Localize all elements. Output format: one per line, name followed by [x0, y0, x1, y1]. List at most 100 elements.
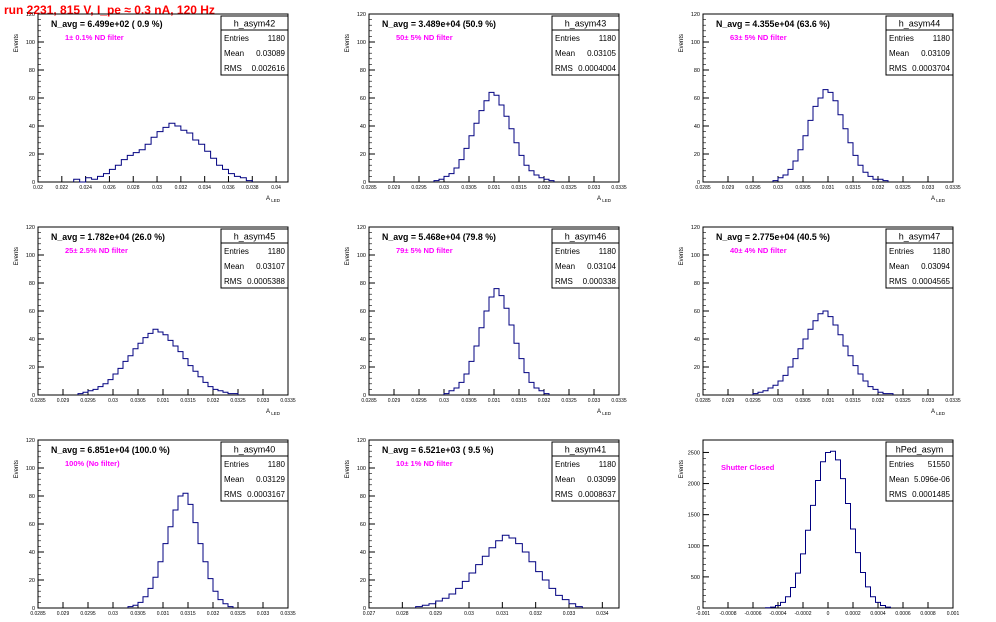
- x-tick-label: 0.033: [257, 611, 270, 617]
- stats-value: 0.03094: [921, 262, 950, 271]
- x-tick-label: 0.031: [488, 398, 501, 404]
- y-tick-label: 60: [29, 96, 35, 102]
- stats-key: RMS: [889, 490, 907, 499]
- hist-name: h_asym43: [565, 19, 607, 29]
- y-tick-label: 80: [694, 68, 700, 74]
- stats-value: 0.0004565: [912, 277, 950, 286]
- y-tick-label: 40: [360, 550, 366, 556]
- x-tick-label: 0.0305: [461, 398, 477, 404]
- hist-name: hPed_asym: [896, 445, 944, 455]
- x-tick-label: -0.001: [696, 611, 710, 617]
- x-tick-label: 0.0325: [561, 398, 577, 404]
- panel-h-asym43: 0 20 40 60 80 100 120 0.0285 0.029 0.0295 0.03 0.03…: [345, 12, 627, 203]
- hist-name: h_asym46: [565, 232, 607, 242]
- x-tick-label: 0.0295: [745, 185, 761, 191]
- x-tick-label: 0.029: [57, 611, 70, 617]
- stats-value: 1180: [599, 34, 617, 43]
- x-axis-label: A LED: [931, 196, 946, 203]
- y-tick-label: 60: [29, 522, 35, 528]
- y-tick-label: 0: [32, 393, 35, 399]
- x-tick-label: 0.029: [722, 398, 735, 404]
- histogram-line: [443, 288, 550, 395]
- y-tick-label: 120: [26, 438, 35, 444]
- y-tick-label: 80: [29, 68, 35, 74]
- x-tick-label: 0.033: [257, 398, 270, 404]
- y-tick-label: 40: [360, 337, 366, 343]
- x-tick-label: 0.033: [588, 398, 601, 404]
- histogram-line: [77, 328, 239, 395]
- stats-value: 0.000338: [583, 277, 617, 286]
- stats-key: Entries: [555, 460, 580, 469]
- x-tick-label: 0.027: [363, 611, 376, 617]
- stats-box: [551, 29, 620, 76]
- navg-label: N_avg = 5.468e+04 (79.8 %): [382, 232, 496, 242]
- x-tick-label: 0.03: [108, 398, 118, 404]
- stats-value: 0.0005388: [247, 277, 285, 286]
- stats-key: Mean: [889, 475, 909, 484]
- y-tick-label: 0: [363, 393, 366, 399]
- y-tick-label: 100: [26, 40, 35, 46]
- stats-key: Mean: [224, 262, 244, 271]
- y-tick-label: 120: [357, 225, 366, 231]
- x-tick-label: 0.03: [439, 398, 449, 404]
- x-tick-label: 0.031: [157, 611, 170, 617]
- x-tick-label: 0.0315: [845, 398, 861, 404]
- x-axis-label: A LED: [597, 196, 612, 203]
- x-tick-label: 0.0008: [920, 611, 936, 617]
- x-tick-label: -0.0006: [745, 611, 762, 617]
- y-tick-label: 20: [360, 578, 366, 584]
- x-tick-label: 0.0325: [561, 185, 577, 191]
- x-tick-label: -0.0002: [795, 611, 812, 617]
- x-tick-label: 0.0285: [361, 185, 377, 191]
- y-tick-label: 20: [360, 152, 366, 158]
- hist-name: h_asym44: [899, 19, 941, 29]
- y-tick-label: 100: [26, 466, 35, 472]
- stats-box: [885, 29, 954, 76]
- x-tick-label: 0.0335: [945, 185, 961, 191]
- x-tick-label: 0.0335: [280, 398, 296, 404]
- stats-key: RMS: [224, 277, 242, 286]
- stats-value: 0.0003167: [247, 490, 285, 499]
- y-axis-label: Events: [14, 460, 20, 478]
- x-tick-label: 0.02: [33, 185, 43, 191]
- stats-key: Entries: [889, 460, 914, 469]
- navg-label: N_avg = 6.851e+04 (100.0 %): [51, 445, 170, 455]
- x-tick-label: 0.032: [175, 185, 188, 191]
- stats-value: 1180: [268, 460, 286, 469]
- x-tick-label: 0.036: [222, 185, 235, 191]
- x-tick-label: 0.031: [157, 398, 170, 404]
- x-tick-label: -0.0008: [720, 611, 737, 617]
- x-tick-label: 0.032: [538, 185, 551, 191]
- y-tick-label: 40: [694, 337, 700, 343]
- stats-value: 1180: [268, 247, 286, 256]
- panel-hPed-asym: 0 500 1000 1500 2000 2500 -0.001 -0.0008 -0.0006…: [679, 439, 960, 617]
- stats-value: 0.03109: [921, 49, 950, 58]
- y-axis-label: Events: [345, 247, 351, 265]
- y-tick-label: 100: [691, 253, 700, 259]
- stats-key: Mean: [555, 475, 575, 484]
- stats-value: 5.096e-06: [914, 475, 951, 484]
- x-tick-label: 0.0295: [411, 185, 427, 191]
- x-tick-label: 0.03: [464, 611, 474, 617]
- navg-label: N_avg = 3.489e+04 (50.9 %): [382, 19, 496, 29]
- x-tick-label: 0.0002: [845, 611, 861, 617]
- x-tick-label: 0.001: [947, 611, 960, 617]
- hist-name: h_asym40: [234, 445, 276, 455]
- stats-value: 1180: [933, 34, 951, 43]
- y-tick-label: 80: [360, 494, 366, 500]
- stats-value: 0.0003704: [912, 64, 950, 73]
- histogram-line: [127, 492, 234, 608]
- stats-key: RMS: [555, 277, 573, 286]
- x-tick-label: 0.028: [396, 611, 409, 617]
- y-tick-label: 500: [691, 575, 700, 581]
- panel-h-asym45: 0 20 40 60 80 100 120 0.0285 0.029 0.0295 0.03 0.03…: [14, 225, 296, 416]
- stats-key: Entries: [889, 34, 914, 43]
- x-tick-label: 0.034: [596, 611, 609, 617]
- y-tick-label: 100: [357, 40, 366, 46]
- y-tick-label: 20: [360, 365, 366, 371]
- navg-label: N_avg = 4.355e+04 (63.6 %): [716, 19, 830, 29]
- y-axis-label: Events: [679, 247, 685, 265]
- x-tick-label: 0.029: [388, 185, 401, 191]
- y-tick-label: 20: [694, 365, 700, 371]
- histogram-line: [752, 310, 894, 395]
